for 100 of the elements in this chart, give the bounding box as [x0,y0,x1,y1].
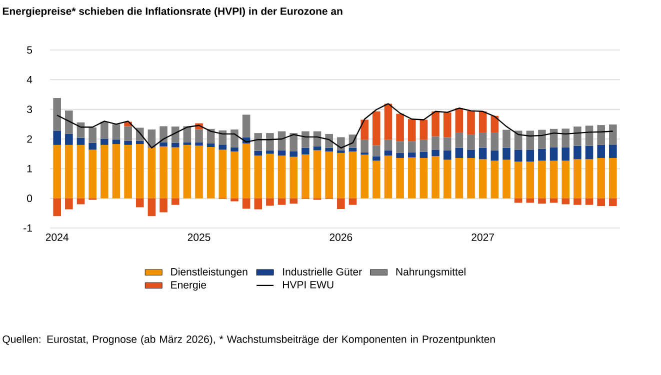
bar [242,198,250,209]
bar [408,141,416,152]
bar [585,159,594,198]
bar [408,152,416,158]
bar [88,142,96,150]
bar [230,198,238,202]
bar [53,144,62,198]
bar [360,154,368,198]
bar [585,146,594,160]
bar [65,110,73,134]
bar [562,128,570,148]
bar [467,158,475,198]
bar [278,198,286,205]
bar [171,198,180,205]
bar [432,156,440,198]
bar [502,160,510,198]
bar [443,137,452,150]
bar [467,134,475,150]
legend-label: Dienstleistungen [171,268,248,278]
bar [478,159,487,198]
y-tick-label: 4 [26,76,32,84]
bar [254,156,262,198]
bar [455,108,464,132]
bar [136,198,144,208]
bar [348,151,357,198]
bar [325,148,333,152]
legend-label: Nahrungsmittel [396,268,466,278]
bar [53,198,62,216]
bar [526,130,534,150]
x-tick-label: 2024 [46,234,68,241]
x-tick-label: 2026 [330,234,352,241]
bar [183,126,192,142]
bar [136,140,144,144]
bar [420,152,428,158]
bar [230,151,238,198]
bar [396,114,404,142]
line-series [56,103,614,148]
bar [467,110,475,135]
bar [183,144,192,198]
bar [242,143,250,198]
bar [65,134,73,145]
bar [325,134,333,148]
bar [88,127,96,143]
bar [195,142,203,146]
bar [290,133,298,152]
bar [266,133,274,151]
bar [384,104,392,140]
bar [550,198,558,203]
bar [490,150,499,161]
bar [478,132,487,148]
bar [337,198,345,210]
bar [206,147,215,198]
bar [609,198,617,206]
bar [384,140,392,150]
bar [124,126,132,141]
bar [171,142,180,148]
bar [348,148,357,152]
bar [254,150,262,156]
bar [574,198,582,205]
bar [478,148,487,160]
bar [384,156,392,198]
bar [562,160,570,198]
chart-title: Energiepreise* schieben die Inflationsrate (HVPI) in der Eurozone an [2,7,342,18]
bar [290,151,298,157]
bar [526,150,534,162]
bar [112,124,120,140]
bar [266,150,274,154]
bar [302,148,310,154]
bar [337,150,345,153]
bar [550,160,558,198]
bar [455,148,464,158]
bar [302,131,310,148]
bar [278,156,286,198]
bar [514,130,522,150]
bar [76,198,85,204]
bar [597,144,605,158]
bar [360,140,368,152]
bar [562,198,570,204]
bar [585,198,594,205]
bar [171,147,180,198]
bar [490,160,499,198]
bar [337,152,345,198]
legend-label: HVPI EWU [283,281,334,288]
bar [171,126,180,143]
bar [420,158,428,198]
bar [218,144,227,150]
bar [455,158,464,198]
bar [562,147,570,161]
bar [574,146,582,160]
bar [526,162,534,198]
x-tick-label: 2025 [188,234,210,241]
bar [302,154,310,198]
bar [609,124,617,145]
bar [609,144,617,158]
bar [230,130,238,148]
bar [65,144,73,198]
bar [574,126,582,146]
bar [218,150,227,198]
bar [290,156,298,198]
bar [325,151,333,198]
